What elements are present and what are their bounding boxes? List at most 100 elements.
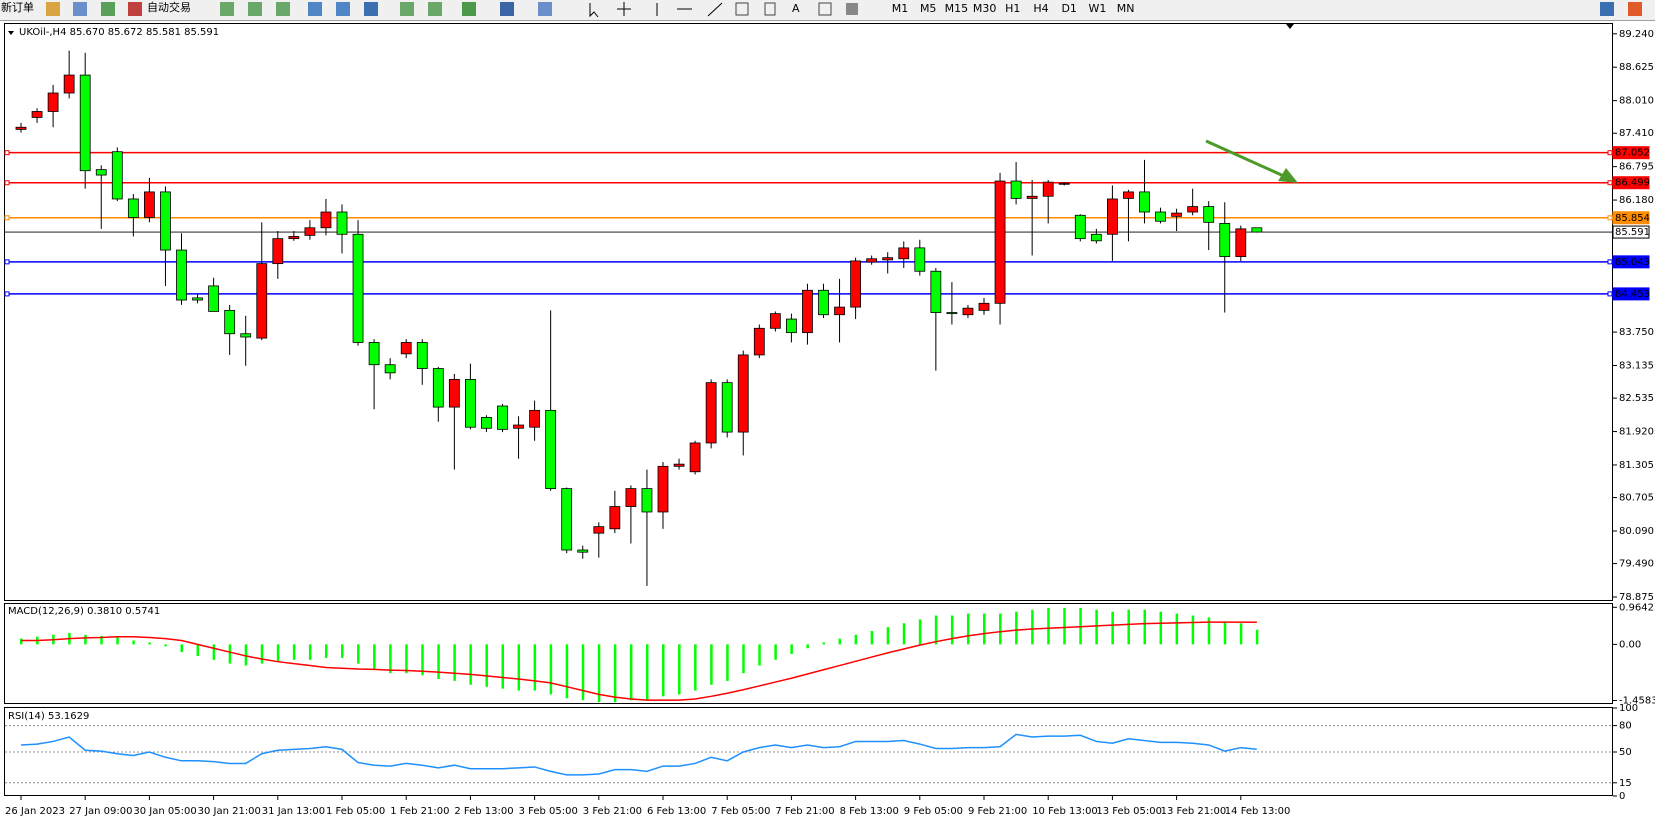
candle-body xyxy=(673,463,685,467)
timeframe-button[interactable]: W1 xyxy=(1088,2,1106,15)
timeframe-button[interactable]: H1 xyxy=(1005,2,1020,15)
x-tick-label: 14 Feb 13:00 xyxy=(1225,806,1291,817)
icon[interactable] xyxy=(276,2,290,16)
timeframe-button[interactable]: D1 xyxy=(1061,2,1076,15)
macd-tick-label: 0.00 xyxy=(1619,639,1641,650)
macd-bar xyxy=(276,644,280,662)
y-tick-label: 80.705 xyxy=(1619,493,1654,504)
macd-bar xyxy=(228,644,232,664)
candle-body xyxy=(513,424,524,429)
macd-bar xyxy=(758,644,761,666)
x-tick-label: 9 Feb 05:00 xyxy=(904,806,963,817)
cursor-tool[interactable] xyxy=(589,3,599,18)
templates[interactable] xyxy=(538,2,552,16)
x-tick-label: 27 Jan 09:00 xyxy=(69,806,132,817)
indicators[interactable] xyxy=(462,2,476,16)
fibo-tool[interactable] xyxy=(764,2,776,16)
candle-body xyxy=(1171,212,1182,217)
level-handle xyxy=(4,215,10,221)
new-order-button[interactable]: 新订单 xyxy=(1,0,34,14)
candle-body xyxy=(994,180,1006,304)
text-tool[interactable]: A xyxy=(792,2,800,15)
x-tick-label: 9 Feb 21:00 xyxy=(968,806,1027,817)
macd-bar xyxy=(710,644,713,685)
macd-bar xyxy=(774,644,777,660)
candle-body xyxy=(834,306,845,316)
auto-trading-icon[interactable] xyxy=(128,2,142,16)
macd-bar xyxy=(164,644,167,647)
level-label: 85.854 xyxy=(1615,213,1650,224)
timeframe-button[interactable]: M30 xyxy=(973,2,997,15)
zoom-in[interactable] xyxy=(308,2,322,16)
candle-body xyxy=(288,236,300,240)
icon[interactable] xyxy=(400,2,414,16)
macd-bar xyxy=(421,644,424,676)
icon[interactable] xyxy=(428,2,442,16)
macd-bar xyxy=(822,642,825,645)
level-label-bg xyxy=(1612,176,1650,190)
candle-body xyxy=(47,92,59,112)
candle-body xyxy=(79,74,91,172)
candle-body xyxy=(448,378,460,408)
macd-bar xyxy=(437,644,440,679)
x-tick-label: 8 Feb 13:00 xyxy=(840,806,899,817)
periods[interactable] xyxy=(500,2,514,16)
icon[interactable] xyxy=(101,2,115,16)
macd-bar xyxy=(870,630,874,645)
macd-bar xyxy=(533,644,537,691)
tile-windows[interactable] xyxy=(364,2,378,16)
candle-body xyxy=(609,506,621,530)
macd-tick-label: -1.4583 xyxy=(1619,695,1655,706)
level-label: 87.052 xyxy=(1615,148,1650,159)
channel-tool[interactable] xyxy=(735,2,749,16)
candle-body xyxy=(577,549,589,553)
timeframe-button[interactable]: M5 xyxy=(920,2,937,15)
candle-body xyxy=(753,327,765,356)
label-tool[interactable] xyxy=(818,2,832,16)
zoom-out[interactable] xyxy=(336,2,350,16)
icon[interactable] xyxy=(73,2,87,16)
timeframe-button[interactable]: M15 xyxy=(945,2,969,15)
macd-bar xyxy=(212,644,216,660)
level-handle xyxy=(4,291,10,297)
rsi-tick-label: 0 xyxy=(1619,791,1625,802)
level-label-bg xyxy=(1612,146,1650,160)
y-tick-label: 79.490 xyxy=(1619,559,1654,570)
search[interactable] xyxy=(1600,2,1614,16)
timeframe-button[interactable]: M1 xyxy=(892,2,909,15)
arrow-annotation xyxy=(1205,139,1298,183)
toolbar: 新订单 自动交易 A M1 M5 M15 M30 H1 H4 D1 W1 MN xyxy=(0,0,1655,21)
x-tick-label: 1 Feb 21:00 xyxy=(390,806,449,817)
candle-body xyxy=(1090,233,1102,242)
arrow-shaft xyxy=(1205,139,1287,179)
arrows-tool[interactable] xyxy=(846,3,858,15)
level-handle xyxy=(4,180,10,186)
crosshair-tool[interactable] xyxy=(617,2,631,16)
y-tick-label: 86.180 xyxy=(1619,195,1654,206)
candle-body xyxy=(481,417,492,429)
icon[interactable] xyxy=(46,2,60,16)
macd-bar xyxy=(453,644,456,681)
candle-body xyxy=(850,260,861,308)
y-tick-label: 83.135 xyxy=(1619,361,1654,372)
candle-body xyxy=(818,289,829,316)
candle-body xyxy=(31,111,43,118)
candle-body xyxy=(111,151,123,200)
trendline-tool[interactable] xyxy=(707,2,723,17)
macd-bar xyxy=(1223,621,1227,645)
macd-bar xyxy=(694,644,697,691)
macd-bar xyxy=(726,644,729,681)
macd-bar xyxy=(357,644,360,664)
auto-trading-button[interactable]: 自动交易 xyxy=(147,0,191,14)
candle-body xyxy=(962,307,974,316)
timeframe-button[interactable]: H4 xyxy=(1033,2,1048,15)
notifications[interactable] xyxy=(1628,2,1642,16)
icon[interactable] xyxy=(220,2,234,16)
macd-bar xyxy=(629,644,633,701)
macd-bar xyxy=(902,623,906,645)
candle-body xyxy=(705,382,717,444)
icon[interactable] xyxy=(248,2,262,16)
candle-body xyxy=(416,342,428,369)
timeframe-button[interactable]: MN xyxy=(1117,2,1135,15)
candle-body xyxy=(1187,206,1199,213)
